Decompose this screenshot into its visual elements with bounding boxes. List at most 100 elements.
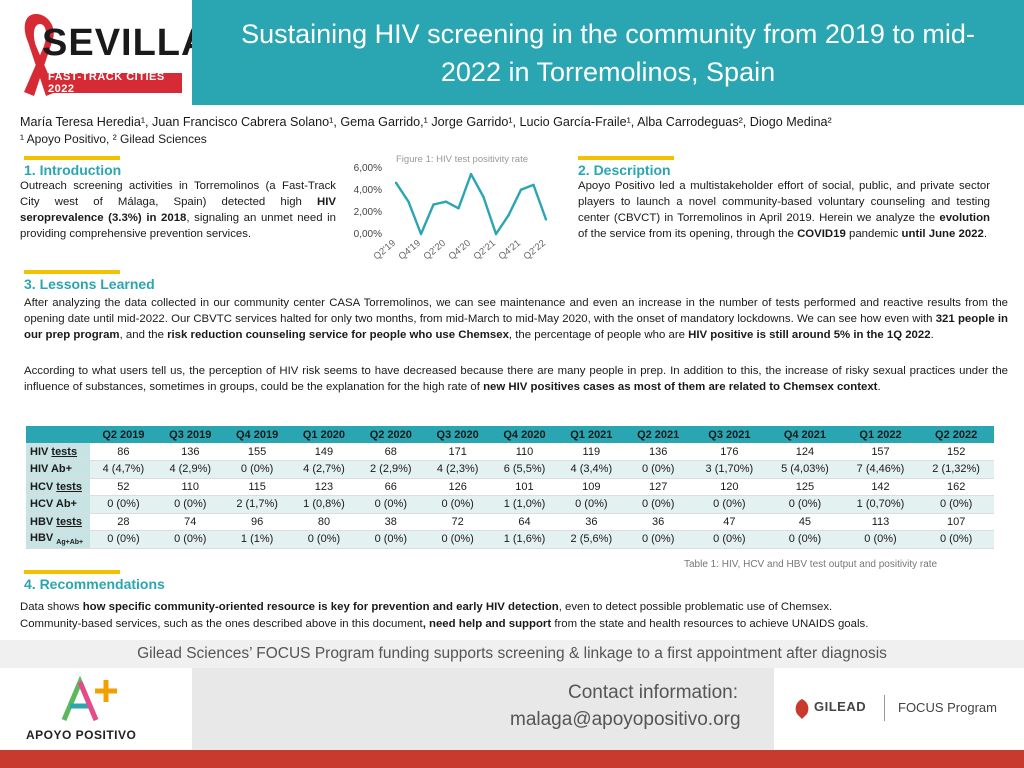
table-cell: 1 (1,0%) [491,495,558,514]
table-cell: 124 [767,443,843,461]
table-cell: 7 (4,46%) [842,460,919,479]
lessons-text: , and the [119,329,168,341]
table-cell: 127 [624,478,692,496]
x-tick-label: Q2'20 [422,238,448,263]
gilead-name: GILEAD [814,699,867,714]
x-tick-label: Q4'20 [447,238,473,263]
table-cell: 162 [918,478,994,496]
data-point [519,188,523,191]
table-cell: 1 (1,6%) [491,530,558,549]
table-cell: 110 [156,478,224,496]
table-column-header: Q3 2019 [156,426,224,443]
table-cell: 0 (0%) [357,530,425,549]
gilead-logo-box [774,668,1024,750]
table-cell: 4 (3,4%) [557,460,625,479]
table-cell: 0 (0%) [424,530,492,549]
focus-program-label: FOCUS Program [898,700,997,715]
table-row-label: HIV tests [26,443,90,461]
row-label-text: HCV Ab+ [30,498,77,511]
intro-highlight: HIV seroprevalence (3.3%) in 2018 [20,196,336,224]
apoyo-positivo-name: APOYO POSITIVO [26,728,137,742]
logo-word: SEVILLA [42,22,210,64]
lessons-bold: risk reduction counseling service for pe… [167,329,509,341]
desc-text-1: Apoyo Positivo led a multistakeholder ef… [578,180,990,224]
table-cell: 0 (0%) [156,495,224,514]
authors-line: María Teresa Heredia¹, Juan Francisco Ca… [20,115,832,129]
table-cell: 36 [624,513,692,531]
table-cell: 1 (0,8%) [290,495,358,514]
row-label-subscript: Ag+Ab+ [56,539,84,547]
table-column-header: Q3 2020 [424,426,492,443]
contact-email-link[interactable]: malaga@apoyopositivo.org [510,709,741,730]
footer-bottom-band [0,750,1024,768]
table-cell: 136 [156,443,224,461]
reco-text: , even to detect possible problematic us… [558,601,833,613]
row-label-text: HIV [30,445,52,458]
table-cell: 66 [357,478,425,496]
data-point [407,200,410,203]
table-cell: 4 (2,9%) [156,460,224,479]
table-cell: 115 [223,478,291,496]
table-cell: 155 [223,443,291,461]
table-column-header: Q1 2022 [842,426,919,443]
funding-banner: Gilead Sciences’ FOCUS Program funding s… [0,640,1024,668]
hiv-positivity-chart: Figure 1: HIV test positivity rate 0,00%… [340,152,570,272]
table-cell: 125 [767,478,843,496]
table-cell: 72 [424,513,492,531]
table-body: HIV tests 86 136 155 149 68 171 110 119 136 176 124… [26,443,994,549]
table-cell: 0 (0%) [918,495,994,514]
x-tick-label: Q2'22 [522,238,548,263]
table-cell: 142 [842,478,919,496]
table-cell: 47 [691,513,768,531]
table-cell: 109 [557,478,625,496]
sevilla-fast-track-logo: SEVILLA FAST-TRACK CITIES 2022 [0,0,208,110]
table-cell: 0 (0%) [691,530,768,549]
table-row: HIV Ab+ 4 (4,7%) 4 (2,9%) 0 (0%) 4 (2,7%) 2 (… [26,460,994,479]
section-title-description: 2. Description [578,162,671,178]
table-cell: 1 (0,70%) [842,495,919,514]
positivity-line [394,172,548,236]
reco-text: Community-based services, such as the on… [20,618,423,630]
section-bar-lessons [24,270,120,274]
table-cell: 176 [691,443,768,461]
table-cell: 74 [156,513,224,531]
data-point [532,183,535,187]
table-column-header: Q4 2021 [767,426,843,443]
table-column-header: Q2 2021 [624,426,692,443]
lessons-text: After analyzing the data collected in ou… [24,297,1008,325]
data-point [494,232,498,236]
contact-label: Contact information: [568,682,739,703]
logo-band: FAST-TRACK CITIES 2022 [48,71,182,95]
data-point [419,232,423,236]
recommendations-line-2: Community-based services, such as the on… [20,616,1010,632]
table-cell: 36 [557,513,625,531]
row-label-underlined: tests [56,480,82,493]
table-cell: 0 (0%) [624,530,692,549]
table-column-header: Q4 2020 [491,426,558,443]
lessons-text: According to what users tell us, the per… [24,365,1008,393]
table-cell: 136 [624,443,692,461]
table-cell: 0 (0%) [223,460,291,479]
table-cell: 126 [424,478,492,496]
poster-header: SEVILLA FAST-TRACK CITIES 2022 Sustainin… [0,0,1024,110]
table-cell: 152 [918,443,994,461]
table-cell: 0 (0%) [691,495,768,514]
row-label-underlined: tests [51,445,78,458]
table-cell: 96 [223,513,291,531]
gilead-divider [884,695,885,721]
data-point [444,200,448,203]
table-cell: 0 (0%) [90,495,157,514]
data-point [432,203,435,206]
title-band: Sustaining HIV screening in the communit… [192,0,1024,105]
x-tick-label: Q2'21 [472,238,498,263]
table-row: HBV tests 28 74 96 80 38 72 64 36 36 47 45 113 107 [26,513,994,531]
data-point [482,195,485,199]
table-cell: 3 (1,70%) [691,460,768,479]
description-paragraph: Apoyo Positivo led a multistakeholder ef… [578,178,990,242]
x-tick-label: Q4'19 [397,238,423,263]
table-cell: 149 [290,443,358,461]
table-cell: 2 (2,9%) [357,460,425,479]
table-cell: 1 (1%) [223,530,291,549]
table-cell: 5 (4,03%) [767,460,843,479]
intro-text-end: , signaling an unmet need in providing c… [20,212,336,240]
